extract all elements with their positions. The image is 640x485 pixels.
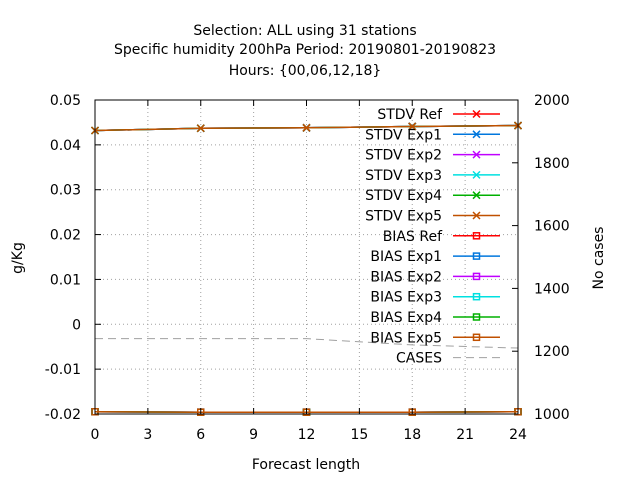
- y2-tick-label: 1600: [534, 219, 570, 235]
- legend-item-stdv-exp3: STDV Exp3: [365, 168, 500, 184]
- legend-item-bias-ref: BIAS Ref: [383, 229, 500, 245]
- legend-label: BIAS Exp4: [370, 310, 442, 326]
- x-tick-label: 21: [456, 427, 474, 443]
- legend-label: BIAS Exp1: [370, 249, 442, 265]
- y2-tick-label: 1400: [534, 281, 570, 297]
- x-tick-label: 15: [350, 427, 368, 443]
- y-tick-label: 0.05: [50, 93, 81, 109]
- y-tick-label: 0.01: [50, 272, 81, 288]
- legend-label: BIAS Ref: [383, 229, 443, 245]
- x-tick-label: 24: [509, 427, 527, 443]
- y-tick-label: 0.02: [50, 228, 81, 244]
- legend-item-stdv-ref: STDV Ref: [377, 107, 500, 123]
- x-tick-label: 6: [196, 427, 205, 443]
- chart-title-line-2: Specific humidity 200hPa Period: 2019080…: [114, 42, 496, 58]
- y2-tick-label: 1800: [534, 156, 570, 172]
- legend-item-bias-exp2: BIAS Exp2: [370, 269, 500, 285]
- chart-title-line-1: Selection: ALL using 31 stations: [193, 23, 416, 39]
- x-tick-label: 3: [143, 427, 152, 443]
- y2-tick-label: 2000: [534, 93, 570, 109]
- y2-axis-label: No cases: [591, 227, 607, 290]
- x-tick-label: 0: [91, 427, 100, 443]
- legend-label: CASES: [396, 351, 442, 367]
- legend-label: STDV Exp2: [365, 148, 442, 164]
- y2-tick-label: 1000: [534, 407, 570, 423]
- legend-label: BIAS Exp2: [370, 269, 442, 285]
- legend-item-bias-exp1: BIAS Exp1: [370, 249, 500, 265]
- x-tick-label: 9: [249, 427, 258, 443]
- legend-item-bias-exp5: BIAS Exp5: [370, 330, 500, 346]
- legend: STDV Ref STDV Exp1 STDV Exp2 STDV Exp3 STDV …: [365, 107, 500, 367]
- y-axis-label: g/Kg: [10, 242, 26, 274]
- legend-item-stdv-exp1: STDV Exp1: [365, 127, 500, 143]
- legend-item-bias-exp4: BIAS Exp4: [370, 310, 500, 326]
- legend-label: STDV Exp3: [365, 168, 442, 184]
- y-tick-label: 0: [72, 317, 81, 333]
- legend-label: STDV Exp5: [365, 209, 442, 225]
- x-axis-label: Forecast length: [252, 457, 360, 473]
- legend-item-stdv-exp4: STDV Exp4: [365, 188, 500, 204]
- grid: [95, 100, 518, 414]
- y-tick-label: 0.03: [50, 183, 81, 199]
- legend-item-stdv-exp5: STDV Exp5: [365, 209, 500, 225]
- legend-label: BIAS Exp3: [370, 290, 442, 306]
- legend-item-cases: CASES: [396, 351, 500, 367]
- legend-item-bias-exp3: BIAS Exp3: [370, 290, 500, 306]
- y-tick-label: 0.04: [50, 138, 81, 154]
- legend-label: STDV Exp4: [365, 188, 442, 204]
- x-tick-label: 12: [298, 427, 316, 443]
- y-tick-label: -0.02: [45, 407, 81, 423]
- legend-label: BIAS Exp5: [370, 330, 442, 346]
- chart-title: Selection: ALL using 31 stations Specifi…: [114, 23, 496, 79]
- legend-label: STDV Exp1: [365, 127, 442, 143]
- x-tick-label: 18: [403, 427, 421, 443]
- legend-label: STDV Ref: [377, 107, 443, 123]
- legend-item-stdv-exp2: STDV Exp2: [365, 148, 500, 164]
- y-tick-label: -0.01: [45, 362, 81, 378]
- axis-ticks: 0 3 6 9 12 15 18 21 24 0.05 0.04 0.03 0.02 0.01 0 -0.01…: [45, 93, 570, 443]
- chart-title-line-3: Hours: {00,06,12,18}: [229, 63, 382, 79]
- y2-tick-label: 1200: [534, 344, 570, 360]
